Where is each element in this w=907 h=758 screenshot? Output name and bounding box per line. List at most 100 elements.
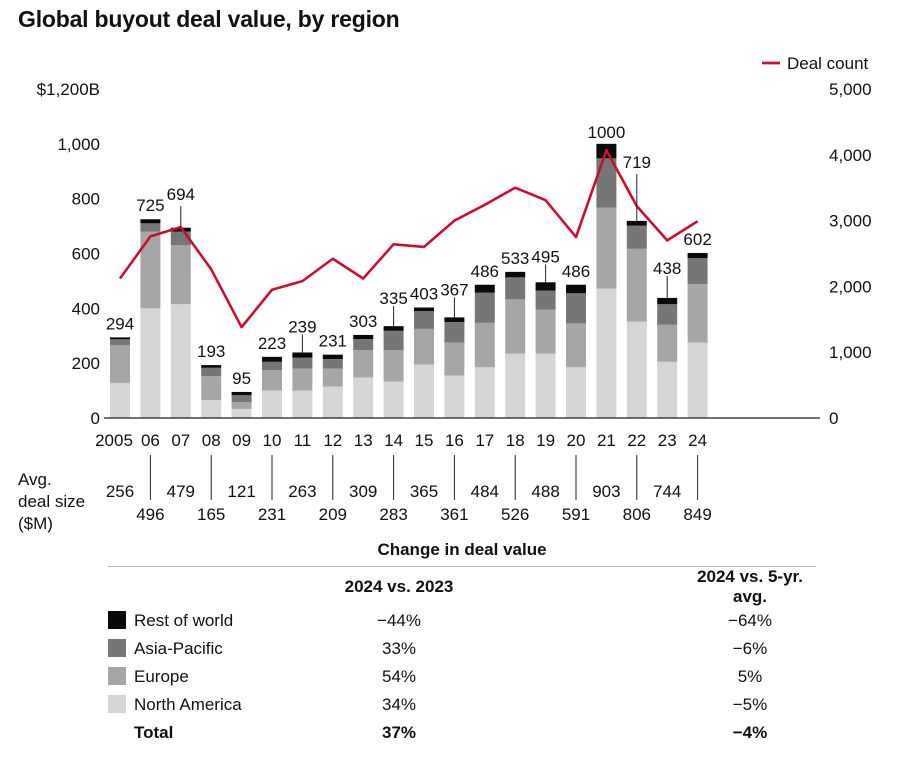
change-table: Change in deal value 2024 vs. 2023 2024 … xyxy=(108,540,816,747)
bar-total-label: 294 xyxy=(106,314,134,333)
avg-deal-size-value: 309 xyxy=(349,482,377,501)
avg-deal-size-value: 263 xyxy=(288,482,316,501)
x-tick-label: 23 xyxy=(658,431,677,450)
bar-total-label: 602 xyxy=(683,230,711,249)
bar-europe xyxy=(414,328,434,365)
legend-swatch-rest-of-world xyxy=(108,611,126,629)
avg-deal-size-value: 488 xyxy=(531,482,559,501)
bar-rest-of-world xyxy=(566,284,586,294)
y-left-tick-label: 200 xyxy=(72,354,100,373)
bar-north-america xyxy=(201,400,222,418)
x-tick-label: 12 xyxy=(323,431,342,450)
bar-rest-of-world xyxy=(414,307,434,312)
avg-deal-size-value: 526 xyxy=(501,505,529,524)
bar-asia-pacific xyxy=(535,290,556,310)
bar-north-america xyxy=(262,390,282,418)
bar-total-label: 403 xyxy=(410,285,438,304)
row-value-a: 33% xyxy=(381,639,417,658)
bar-total-label: 239 xyxy=(288,317,316,336)
avg-deal-size-value: 496 xyxy=(136,505,164,524)
avg-deal-size-value: 849 xyxy=(683,505,711,524)
y-left-tick-label: $1,200B xyxy=(37,80,100,99)
bar-asia-pacific xyxy=(383,330,404,351)
legend-swatch-asia-pacific xyxy=(108,639,126,657)
deal-count-line xyxy=(118,148,699,329)
x-tick-label: 08 xyxy=(202,431,221,450)
bar-asia-pacific xyxy=(566,293,586,324)
legend-swatch-europe xyxy=(108,667,126,685)
bar-total-label: 533 xyxy=(501,249,529,268)
avg-deal-size-value: 165 xyxy=(197,505,225,524)
bar-asia-pacific xyxy=(474,292,495,323)
y-left-tick-label: 400 xyxy=(72,299,100,318)
bar-north-america xyxy=(110,382,130,418)
x-tick-label: 07 xyxy=(171,431,190,450)
y-right-tick-label: 1,000 xyxy=(829,343,872,362)
bar-asia-pacific xyxy=(505,277,526,300)
avg-deal-size-value: 283 xyxy=(379,505,407,524)
x-tick-label: 2005 xyxy=(95,431,133,450)
row-value-b: −6% xyxy=(732,639,768,658)
row-value-b: −4% xyxy=(732,723,768,742)
bar-rest-of-world xyxy=(474,284,495,293)
bar-total-label: 231 xyxy=(319,332,347,351)
bar-asia-pacific xyxy=(657,304,678,325)
table-caption: Change in deal value xyxy=(108,540,816,567)
x-tick-label: 09 xyxy=(232,431,251,450)
x-tick-label: 10 xyxy=(263,431,282,450)
table-header-2024-vs-5yr: 2024 vs. 5-yr. avg. xyxy=(697,567,803,606)
bar-north-america xyxy=(444,375,465,418)
avg-deal-size-value: 231 xyxy=(258,505,286,524)
legend-label-deal-count: Deal count xyxy=(787,54,869,73)
bar-rest-of-world xyxy=(687,252,708,259)
avg-deal-size-value: 591 xyxy=(562,505,590,524)
bar-north-america xyxy=(170,304,191,418)
bar-europe xyxy=(201,376,222,401)
row-value-b: −5% xyxy=(732,695,768,714)
bar-europe xyxy=(170,245,191,305)
bar-europe xyxy=(140,231,161,309)
table-row-total: Total 37% −4% xyxy=(108,719,816,747)
bar-total-label: 367 xyxy=(440,280,468,299)
bar-asia-pacific xyxy=(414,311,434,329)
bar-asia-pacific xyxy=(444,322,465,343)
x-tick-label: 15 xyxy=(415,431,434,450)
bar-europe xyxy=(626,248,647,322)
avg-deal-size-value: 209 xyxy=(319,505,347,524)
bar-asia-pacific xyxy=(322,359,343,369)
x-tick-label: 17 xyxy=(475,431,494,450)
bar-asia-pacific xyxy=(292,357,313,369)
bar-north-america xyxy=(231,408,252,418)
bar-north-america xyxy=(292,390,313,418)
table-row: North America 34% −5% xyxy=(108,691,816,719)
bar-rest-of-world xyxy=(110,337,130,340)
x-tick-label: 06 xyxy=(141,431,160,450)
x-tick-label: 24 xyxy=(688,431,707,450)
bar-europe xyxy=(566,323,586,368)
x-tick-label: 11 xyxy=(294,431,312,450)
x-tick-label: 21 xyxy=(597,431,616,450)
y-right-tick-label: 2,000 xyxy=(829,277,872,296)
table-row: Rest of world −44% −64% xyxy=(108,607,816,635)
bar-north-america xyxy=(535,353,556,418)
bar-europe xyxy=(110,345,130,383)
row-value-a: 34% xyxy=(381,695,417,714)
bar-europe xyxy=(596,207,617,289)
avg-deal-size-label: Avg. xyxy=(18,470,52,489)
x-tick-label: 18 xyxy=(506,431,525,450)
bar-total-label: 193 xyxy=(197,342,225,361)
bar-north-america xyxy=(140,308,161,418)
bar-total-label: 1000 xyxy=(587,123,625,142)
bar-europe xyxy=(322,368,343,387)
bar-rest-of-world xyxy=(535,282,556,291)
x-tick-label: 14 xyxy=(384,431,403,450)
avg-deal-size-value: 256 xyxy=(106,482,134,501)
y-left-tick-label: 600 xyxy=(72,245,100,264)
bar-north-america xyxy=(626,321,647,418)
bar-total-label: 335 xyxy=(379,289,407,308)
bar-asia-pacific xyxy=(687,258,708,285)
bar-europe xyxy=(474,322,495,368)
avg-deal-size-value: 361 xyxy=(440,505,468,524)
y-right-tick-label: 3,000 xyxy=(829,212,872,231)
bar-north-america xyxy=(474,367,495,418)
